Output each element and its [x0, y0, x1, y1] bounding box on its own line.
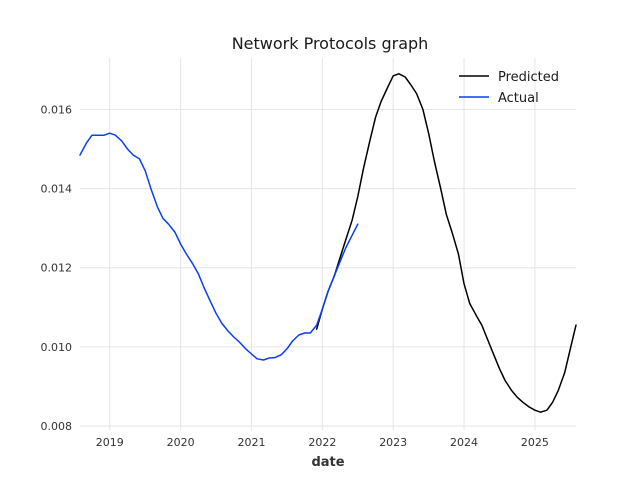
legend-label-actual: Actual [498, 91, 539, 106]
x-axis-label: date [311, 455, 344, 470]
x-tick-label: 2025 [521, 436, 549, 449]
x-tick-label: 2021 [237, 436, 265, 449]
y-tick-label: 0.016 [41, 103, 73, 116]
axis-ticks: 2019 2020 2021 2022 2023 2024 2025 0.008 0.010 0.… [41, 103, 549, 449]
legend-label-predicted: Predicted [498, 70, 559, 85]
x-tick-label: 2024 [450, 436, 478, 449]
chart-title: Network Protocols graph [232, 34, 429, 53]
x-tick-label: 2019 [96, 436, 124, 449]
plot-area [79, 73, 577, 413]
y-tick-label: 0.014 [41, 183, 73, 196]
y-tick-label: 0.012 [41, 262, 73, 275]
legend: Predicted Actual [459, 70, 559, 106]
series-line-actual [79, 132, 359, 361]
y-tick-label: 0.008 [41, 420, 73, 433]
y-tick-label: 0.010 [41, 341, 73, 354]
x-tick-label: 2023 [379, 436, 407, 449]
x-tick-label: 2022 [308, 436, 336, 449]
series-line-predicted [315, 73, 577, 413]
x-tick-label: 2020 [167, 436, 195, 449]
